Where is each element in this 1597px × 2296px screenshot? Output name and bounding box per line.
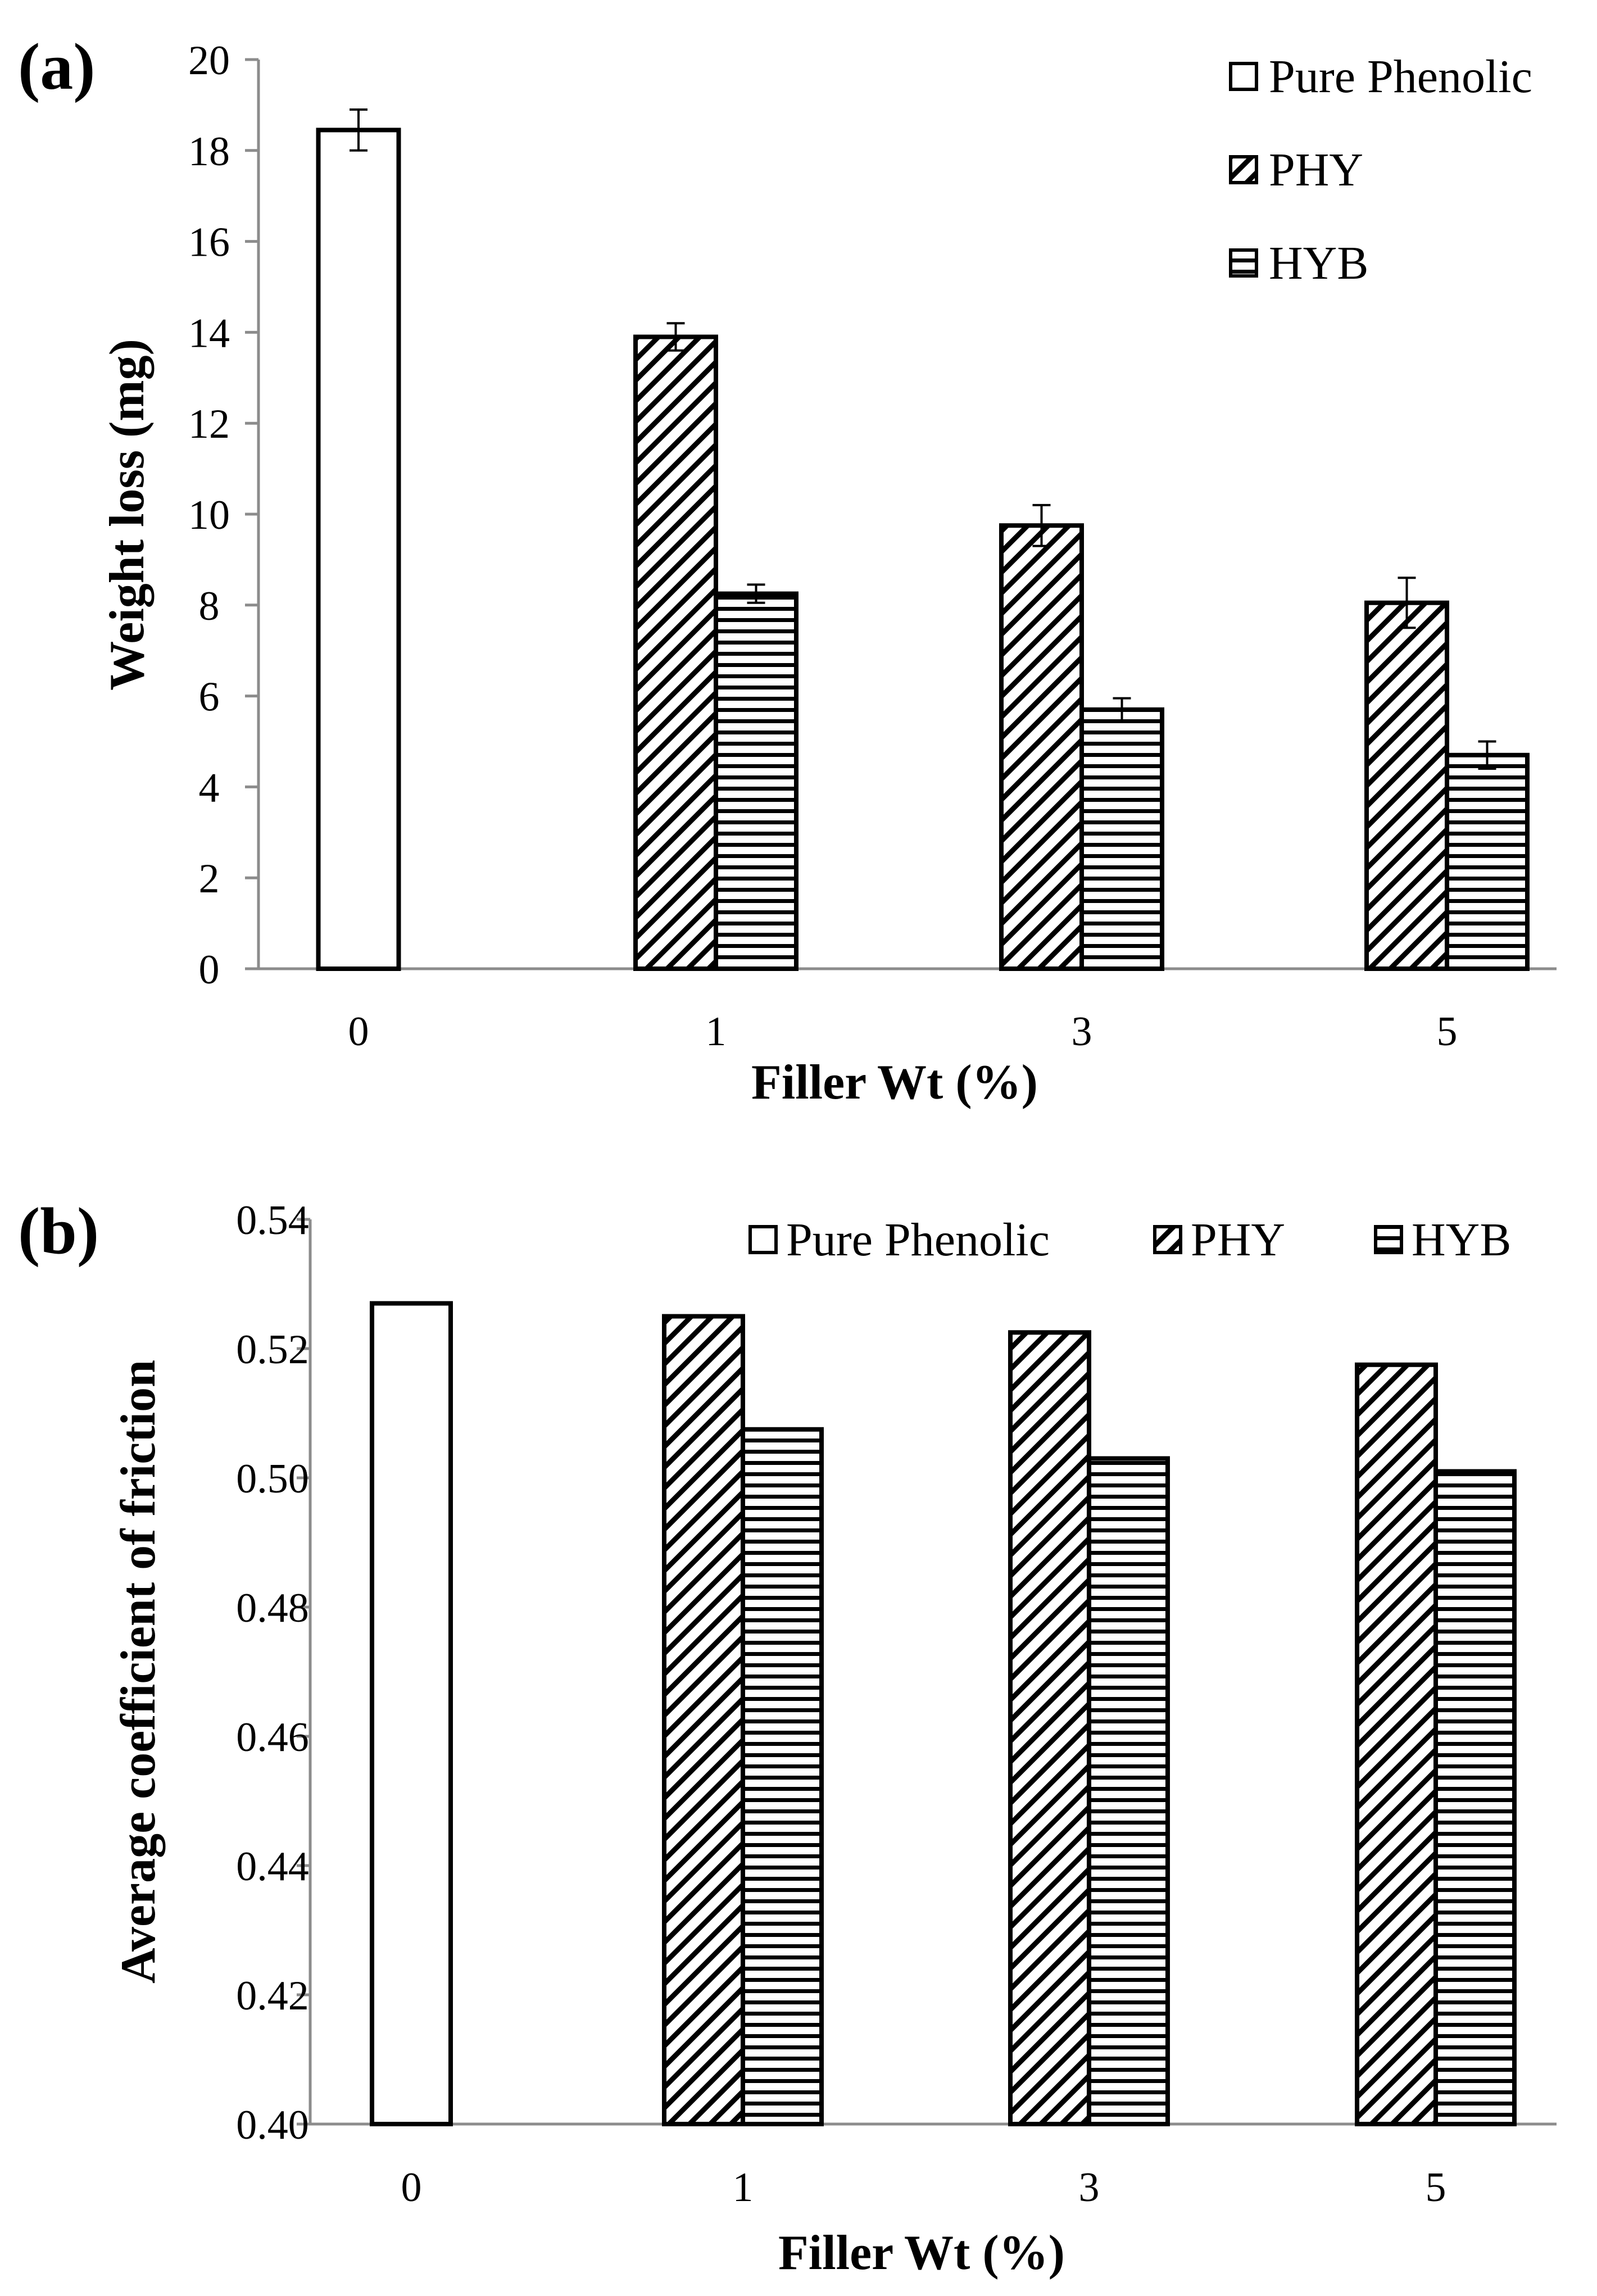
bar-phy-3 (999, 523, 1084, 971)
legend-swatch-pure-phenolic (1229, 62, 1258, 91)
bar-hyb-3 (1087, 1456, 1170, 2126)
legend-label: Pure Phenolic (786, 1214, 1050, 1266)
y-tick-label: 10 (188, 492, 230, 538)
legend-swatch-hyb (1374, 1225, 1403, 1254)
y-tick-label: 12 (188, 401, 230, 447)
x-tick-label: 5 (1426, 2165, 1446, 2211)
error-bar-pure-phenolic-0 (350, 108, 368, 152)
legend-item-phy: PHY (1229, 144, 1363, 196)
x-tick-label: 3 (1079, 2165, 1100, 2211)
x-tick-label: 0 (348, 1009, 369, 1055)
bar-hyb-3 (1079, 707, 1164, 971)
x-axis-title-a: Filler Wt (%) (751, 1055, 1038, 1110)
legend-label: PHY (1269, 144, 1363, 196)
x-tick-label: 3 (1072, 1009, 1092, 1055)
bar-hyb-5 (1433, 1469, 1517, 2126)
y-tick-label: 0.42 (236, 1973, 309, 2019)
bars-b (370, 1301, 1517, 2126)
y-tick-label: 16 (188, 220, 230, 266)
y-tick-label: 4 (199, 765, 220, 811)
bar-hyb-1 (741, 1427, 824, 2126)
legend-item-hyb: HYB (1229, 237, 1368, 289)
y-tick-label: 0.44 (236, 1844, 309, 1890)
x-tick-labels-a: 0 1 3 5 (348, 1009, 1458, 1055)
legend-swatch-phy (1229, 155, 1258, 184)
legend-a: Pure Phenolic PHY HYB (1229, 51, 1532, 289)
y-axis-ticks-b: 0.40 0.42 0.44 0.46 0.48 0.50 0.52 0.54 (236, 1197, 310, 2148)
y-tick-label: 0.48 (236, 1585, 309, 1631)
y-tick-label: 0 (199, 947, 220, 993)
bar-pure-phenolic-0 (316, 128, 401, 971)
panel-label-b: (b) (18, 1194, 99, 1268)
bar-phy-1 (662, 1314, 745, 2126)
y-tick-label: 0.52 (236, 1327, 309, 1373)
legend-item-pure-phenolic: Pure Phenolic (748, 1214, 1050, 1266)
y-tick-label: 14 (188, 310, 230, 356)
x-tick-label: 1 (733, 2165, 754, 2211)
y-tick-label: 0.46 (236, 1714, 309, 1760)
y-tick-label: 8 (199, 583, 220, 629)
y-tick-label: 18 (188, 129, 230, 175)
y-tick-label: 0.40 (236, 2102, 309, 2148)
bar-hyb-5 (1445, 752, 1530, 972)
x-tick-labels-b: 0 1 3 5 (401, 2165, 1446, 2211)
chart-panel-b: (b) 0.40 0.42 0.44 0.46 0.48 0.50 0.52 0.54 0 1 3… (18, 1194, 1557, 2280)
legend-label: HYB (1269, 237, 1368, 289)
legend-item-hyb: HYB (1374, 1214, 1511, 1266)
y-axis-title-b: Average coefficient of friction (111, 1360, 166, 1984)
legend-swatch-hyb (1229, 248, 1258, 278)
legend-label: HYB (1412, 1214, 1511, 1266)
error-bar-hyb-5 (1478, 740, 1496, 770)
y-axis-title-a: Weight loss (mg) (100, 339, 155, 691)
bars-a (316, 108, 1530, 972)
y-tick-label: 0.54 (236, 1197, 309, 1244)
y-tick-label: 20 (188, 38, 230, 84)
error-bar-phy-3 (1032, 503, 1051, 547)
y-axis-ticks-a: 0 2 4 6 8 10 12 14 16 18 20 (188, 38, 258, 993)
x-tick-label: 5 (1437, 1009, 1458, 1055)
legend-swatch-phy (1153, 1225, 1182, 1254)
y-tick-label: 2 (199, 856, 220, 902)
bar-pure-phenolic-0 (370, 1301, 453, 2126)
x-tick-label: 1 (706, 1009, 727, 1055)
legend-item-phy: PHY (1153, 1214, 1285, 1266)
y-tick-label: 0.50 (236, 1456, 309, 1502)
error-bar-phy-1 (666, 322, 685, 352)
error-bar-hyb-3 (1113, 697, 1131, 723)
legend-item-pure-phenolic: Pure Phenolic (1229, 51, 1532, 103)
legend-label: PHY (1191, 1214, 1285, 1266)
bar-phy-5 (1364, 600, 1449, 971)
panel-label-a: (a) (18, 30, 96, 103)
chart-panel-a: (a) 0 2 4 6 8 10 12 14 16 18 20 0 1 3 5 Weight loss (… (18, 30, 1557, 1110)
bar-phy-3 (1008, 1330, 1091, 2126)
error-bar-phy-5 (1398, 577, 1416, 629)
legend-label: Pure Phenolic (1269, 51, 1532, 103)
bar-phy-5 (1355, 1362, 1438, 2126)
bar-phy-1 (633, 334, 718, 971)
legend-b: Pure Phenolic PHY HYB (748, 1214, 1511, 1266)
y-tick-label: 6 (199, 674, 220, 720)
error-bar-hyb-1 (747, 583, 765, 604)
legend-swatch-pure-phenolic (748, 1225, 778, 1254)
bar-hyb-1 (714, 591, 798, 971)
x-tick-label: 0 (401, 2165, 422, 2211)
x-axis-title-b: Filler Wt (%) (778, 2226, 1065, 2280)
